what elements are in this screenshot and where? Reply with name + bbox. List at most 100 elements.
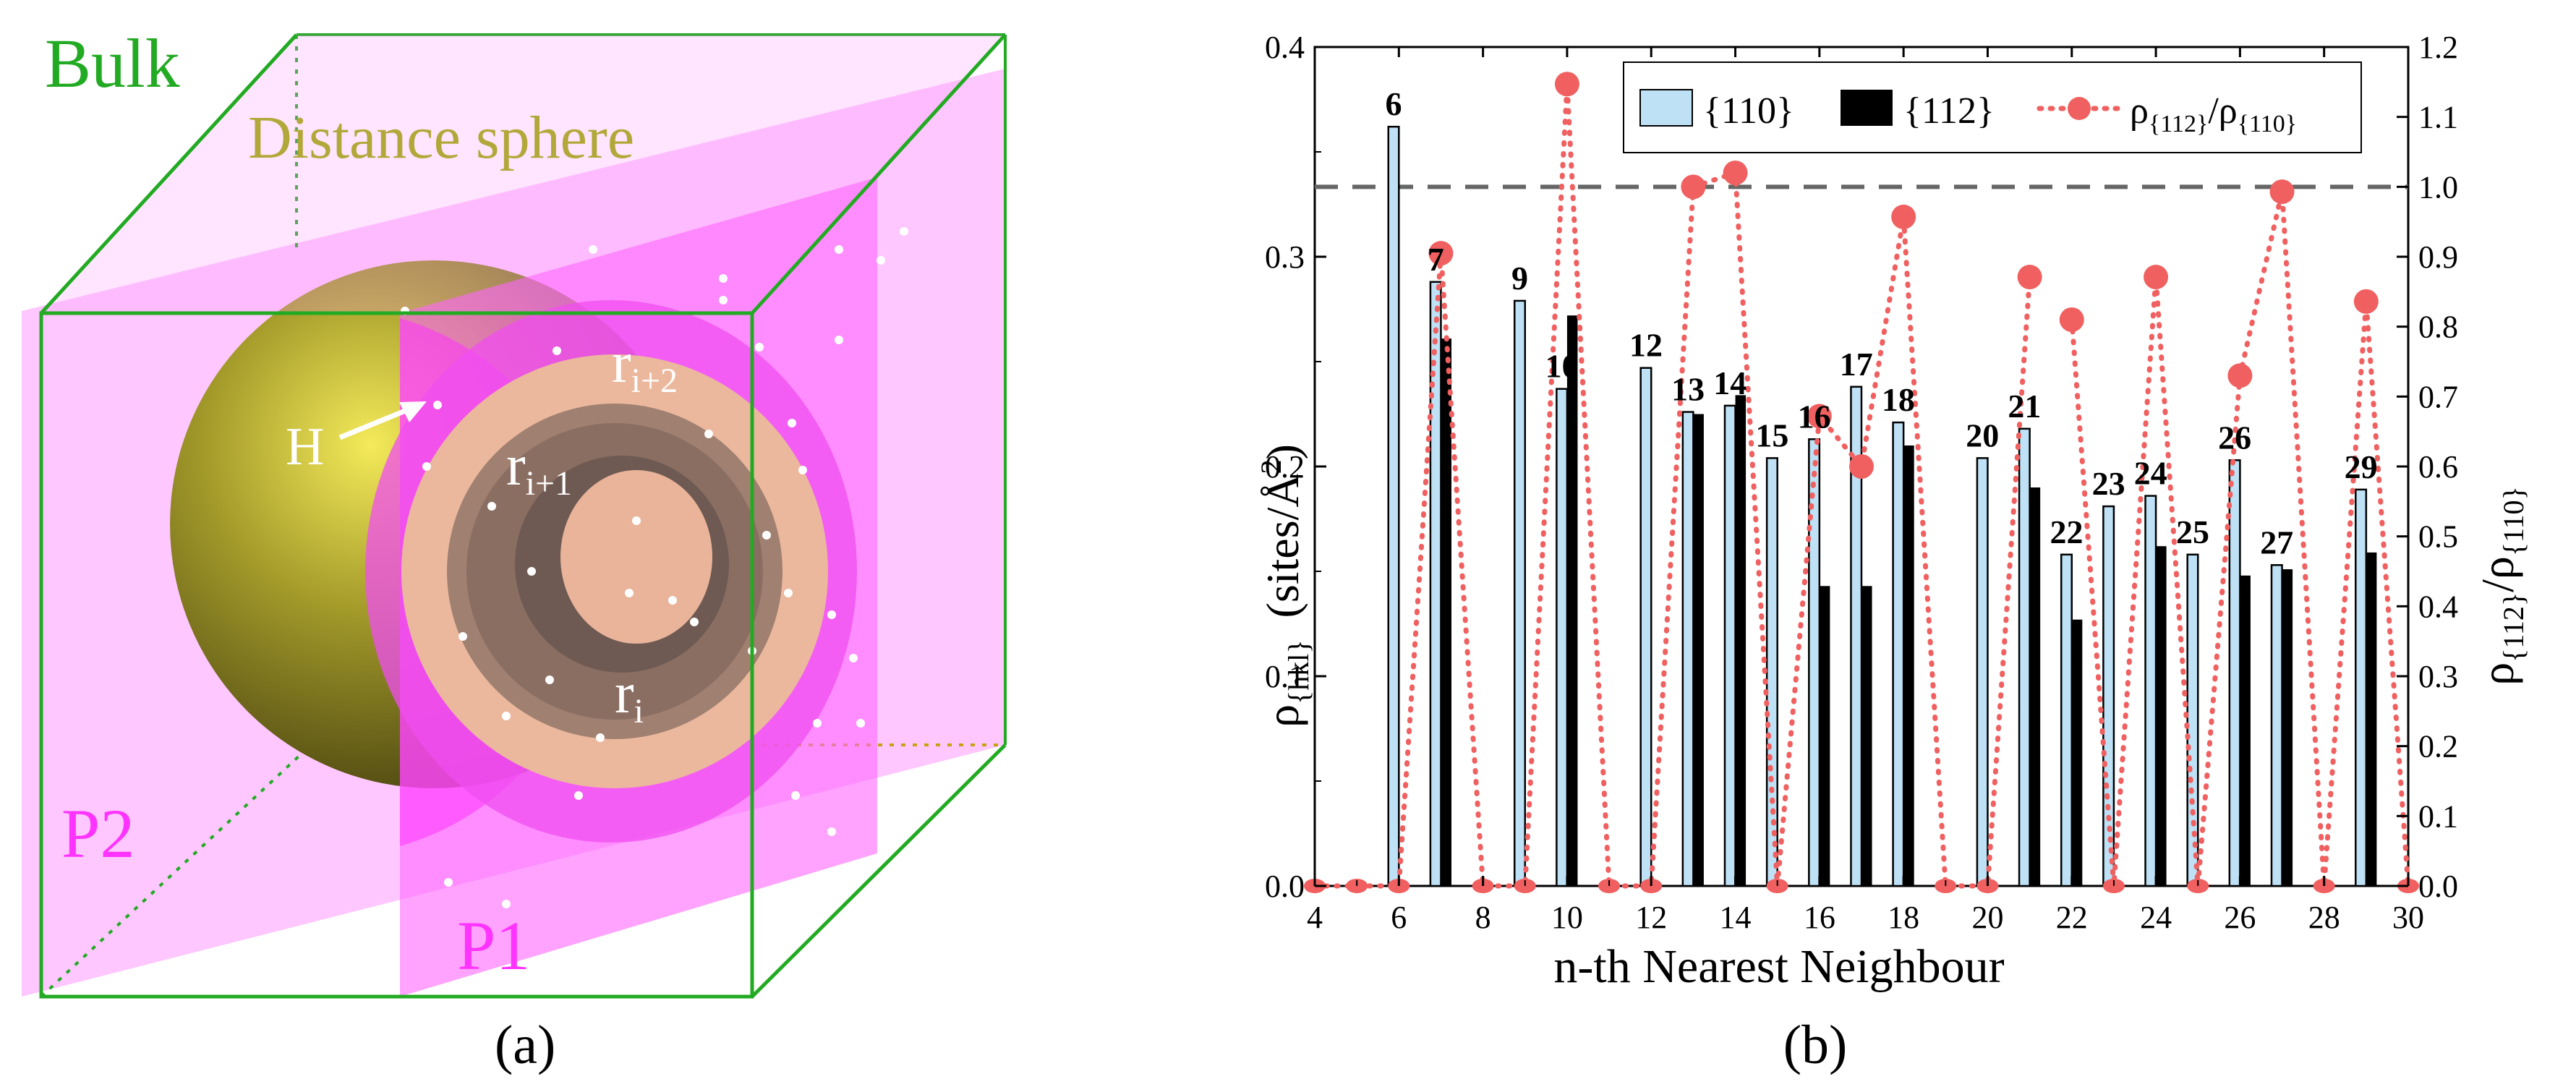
y-right-tick-label: 0.0 xyxy=(2418,869,2458,904)
y-right-axis-title: ρ{112}/ρ{110} xyxy=(2472,486,2530,686)
ratio-point xyxy=(2353,289,2379,314)
atom-dot xyxy=(900,227,908,236)
atom-dot xyxy=(632,516,641,525)
bar-label: 12 xyxy=(1629,327,1663,364)
bar-110 xyxy=(1639,367,1652,887)
plane-p1-label: P1 xyxy=(457,907,530,984)
bar-112 xyxy=(1819,586,1830,886)
ring-inner-label: ri xyxy=(615,662,644,730)
y-right-tick-label: 1.0 xyxy=(2418,169,2458,205)
x-tick-label: 18 xyxy=(1888,900,1919,935)
ratio-point xyxy=(1807,404,1832,429)
x-tick-label: 8 xyxy=(1475,900,1491,935)
atom-dot xyxy=(835,336,843,344)
atom-dot xyxy=(553,346,561,355)
ratio-point xyxy=(1849,454,1874,479)
hydrogen-label: H xyxy=(286,417,324,477)
atom-dot xyxy=(444,878,453,887)
bar-label: 9 xyxy=(1511,260,1528,297)
atom-dot xyxy=(719,296,728,304)
x-tick-label: 4 xyxy=(1307,900,1323,935)
y-left-tick-label: 0.4 xyxy=(1265,30,1305,65)
x-axis-ticks: 4 6 8 10 12 14 16 18 20 22 24 26 28 30 xyxy=(1307,47,2424,935)
atom-dot xyxy=(827,610,836,619)
y-right-tick-label: 0.3 xyxy=(2418,659,2458,694)
atom-dot xyxy=(502,712,511,720)
bar-110 xyxy=(2060,553,2073,887)
y-right-axis-ticks: 0.0 0.1 0.2 0.3 0.4 0.5 0.6 0.7 0.8 0.9 1.0 1.1 1.2 xyxy=(2397,30,2458,904)
x-tick-label: 26 xyxy=(2224,900,2256,935)
x-tick-label: 16 xyxy=(1804,900,1835,935)
bar-112 xyxy=(2071,619,2083,886)
bar-110 xyxy=(2018,427,2031,887)
legend-swatch-ratio-marker xyxy=(2068,97,2091,120)
x-tick-label: 14 xyxy=(1720,900,1752,935)
bar-110 xyxy=(2228,459,2241,887)
atom-dot xyxy=(719,274,728,283)
atom-dot xyxy=(574,791,583,800)
legend-label-112: {112} xyxy=(1903,90,1995,132)
atom-dot xyxy=(422,462,431,471)
x-tick-label: 10 xyxy=(1551,900,1583,935)
atom-dot xyxy=(784,589,793,597)
atom-dot xyxy=(433,401,442,409)
atom-dot xyxy=(849,654,858,662)
y-right-tick-label: 0.4 xyxy=(2418,589,2458,624)
hydrogen-arrowhead xyxy=(399,401,427,422)
bar-label: 17 xyxy=(1840,346,1873,383)
y-left-tick-label: 0.3 xyxy=(1265,239,1305,275)
bar-label: 15 xyxy=(1755,417,1788,453)
ratio-point xyxy=(2017,265,2042,290)
bar-112 xyxy=(2240,575,2251,886)
x-tick-label: 12 xyxy=(1635,900,1667,935)
ratio-point xyxy=(1723,161,1748,185)
x-tick-label: 24 xyxy=(2140,900,2172,935)
bulk-label: Bulk xyxy=(45,25,180,102)
bar-label: 10 xyxy=(1545,348,1579,385)
bar-110 xyxy=(1387,125,1400,887)
cube-front-edges xyxy=(39,33,1007,999)
bar-110 xyxy=(1723,404,1736,887)
plane-p2-label: P2 xyxy=(61,795,135,872)
bar-112 xyxy=(2029,487,2041,886)
bar-112 xyxy=(2156,546,2167,886)
atom-dot xyxy=(704,430,713,438)
atom-dot xyxy=(589,245,597,254)
atom-dot xyxy=(813,719,822,728)
ratio-point xyxy=(1891,204,1916,229)
atom-dot xyxy=(596,733,605,742)
atom-dot xyxy=(863,864,872,872)
atom-dot xyxy=(798,466,807,474)
y-right-tick-label: 1.1 xyxy=(2418,100,2458,135)
y-left-tick-label: 0.1 xyxy=(1265,659,1305,694)
atom-dot xyxy=(618,943,626,952)
ratio-point xyxy=(2269,179,2295,205)
bar-112 xyxy=(2366,552,2377,886)
ratio-point xyxy=(1428,241,1454,266)
bar-112 xyxy=(1903,446,1914,886)
bar-112 xyxy=(1735,395,1747,886)
ratio-point xyxy=(1681,174,1706,200)
series-110-bars xyxy=(1387,125,2368,887)
bar-label: 23 xyxy=(2092,465,2125,502)
atom-dot xyxy=(856,719,865,728)
ring-inner-core xyxy=(560,470,712,644)
bar-112 xyxy=(1693,414,1704,886)
bar-label: 29 xyxy=(2345,448,2378,485)
atom-dot xyxy=(545,675,554,684)
x-tick-label: 22 xyxy=(2056,900,2088,935)
bar-label: 26 xyxy=(2218,419,2251,456)
bar-112 xyxy=(1861,586,1872,886)
legend-frame xyxy=(1623,61,2362,153)
distance-sphere-label: Distance sphere xyxy=(248,104,634,171)
y-right-tick-label: 1.2 xyxy=(2418,30,2458,65)
panel-b-caption: (b) xyxy=(1783,1015,1848,1075)
y-left-axis-title: ρ{hkl}(sites/Å2) xyxy=(1255,444,1315,728)
ratio-line-segment xyxy=(1312,84,2033,889)
atom-dot xyxy=(487,502,496,511)
atom-dot xyxy=(502,900,511,908)
legend-label-ratio: ρ{112}/ρ{110} xyxy=(2130,90,2297,137)
ratio-point xyxy=(1554,72,1579,97)
